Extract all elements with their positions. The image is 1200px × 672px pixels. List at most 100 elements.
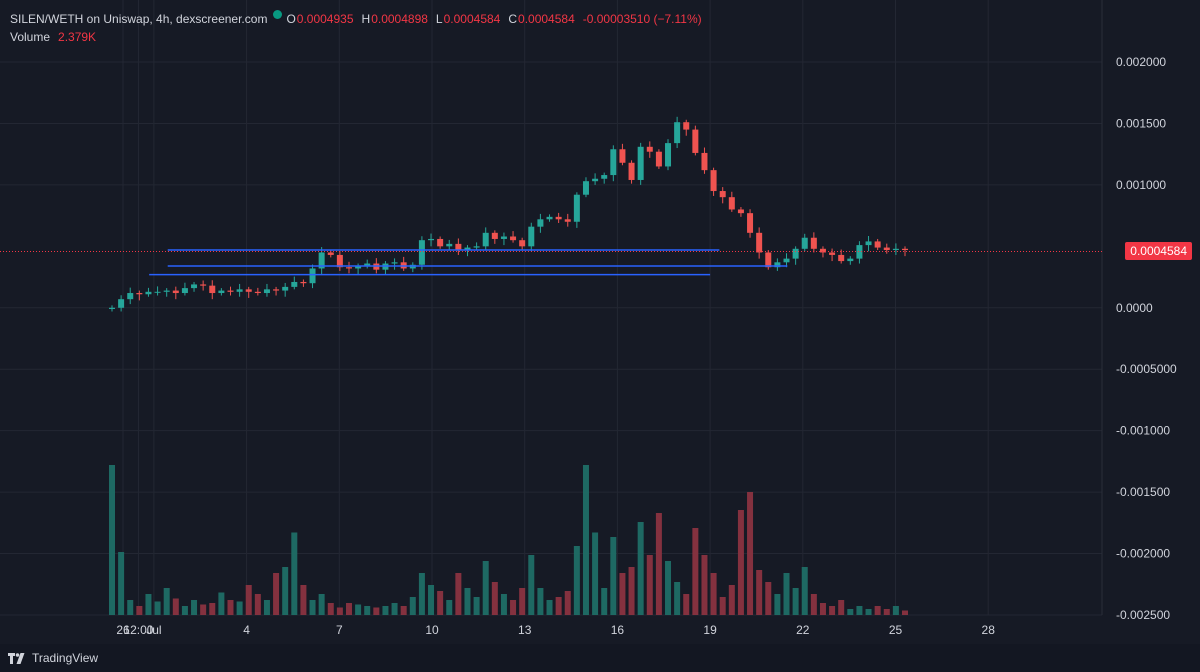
volume-bar	[883, 609, 890, 615]
volume-bar	[464, 588, 471, 615]
volume-bar	[109, 465, 115, 615]
candle-body	[227, 290, 234, 292]
candle-body	[810, 237, 817, 249]
volume-bar	[765, 582, 772, 615]
volume-histogram	[109, 465, 908, 615]
time-tick-label: 4	[243, 623, 250, 637]
footer-bar: TradingView	[0, 644, 1200, 672]
volume-bar	[737, 510, 744, 615]
price-tick-label: -0.001000	[1116, 424, 1170, 438]
close-label: C	[508, 12, 518, 26]
volume-bar	[564, 591, 571, 615]
volume-bar	[263, 600, 270, 615]
candle-body	[364, 263, 371, 266]
volume-bar	[655, 513, 662, 615]
volume-bar	[473, 597, 480, 615]
volume-bar	[756, 570, 763, 615]
candle-body	[902, 248, 908, 251]
candle-body	[737, 209, 744, 214]
high-value: 0.0004898	[371, 12, 428, 26]
candle-body	[154, 291, 161, 293]
time-tick-label: 10	[425, 623, 439, 637]
volume-bar	[318, 594, 325, 615]
volume-bar	[619, 573, 626, 615]
candle-body	[892, 248, 899, 251]
candle-body	[127, 293, 134, 300]
candle-body	[245, 289, 252, 292]
volume-bar	[391, 603, 398, 615]
candle-body	[510, 236, 517, 241]
candle-body	[282, 286, 289, 291]
candle-body	[318, 252, 325, 269]
price-tick-label: -0.0005000	[1116, 362, 1177, 376]
candle-body	[446, 243, 453, 247]
time-tick-label: 7	[336, 623, 343, 637]
volume-bar	[136, 606, 143, 615]
volume-bar	[163, 588, 170, 615]
candle-body	[254, 291, 261, 294]
volume-bar	[118, 552, 125, 615]
volume-bar	[856, 606, 863, 615]
volume-bar	[573, 546, 580, 615]
price-tick-label: -0.001500	[1116, 485, 1170, 499]
volume-value: 2.379K	[58, 30, 97, 44]
candle-body	[847, 258, 854, 262]
volume-bar	[181, 606, 188, 615]
candle-body	[728, 197, 735, 210]
candle-body	[665, 143, 672, 167]
volume-bar	[829, 606, 836, 615]
candle-body	[519, 240, 526, 247]
volume-bar	[519, 588, 526, 615]
candle-body	[355, 265, 362, 269]
brand-name: TradingView	[32, 651, 99, 665]
tradingview-brand[interactable]: TradingView	[8, 651, 98, 665]
volume-bar	[783, 573, 790, 615]
time-tick-label: 25	[889, 623, 903, 637]
time-tick-label: 28	[982, 623, 996, 637]
candle-body	[473, 246, 480, 248]
candle-body	[646, 146, 653, 152]
candle-body	[327, 252, 334, 255]
price-tick-label: 0.001000	[1116, 178, 1166, 192]
volume-bar	[819, 603, 826, 615]
volume-bar	[428, 585, 435, 615]
volume-bar	[309, 600, 316, 615]
volume-bar	[482, 561, 489, 615]
candle-body	[674, 122, 681, 144]
candle-body	[573, 194, 580, 222]
volume-bar	[546, 600, 553, 615]
candlestick-chart[interactable]: 0.002000 0.001500 0.001000 0.0000 -0.0005000…	[0, 0, 1200, 644]
candle-body	[482, 232, 489, 247]
volume-bar	[291, 532, 298, 615]
price-axis[interactable]: 0.002000 0.001500 0.001000 0.0000 -0.0005000…	[1116, 55, 1177, 622]
candle-body	[865, 241, 872, 246]
volume-bar	[601, 588, 608, 615]
pair-title[interactable]: SILEN/WETH on Uniswap, 4h, dexscreener.c…	[10, 12, 268, 26]
volume-bar	[555, 597, 562, 615]
tradingview-logo-icon	[8, 652, 25, 664]
volume-bar	[336, 607, 343, 615]
volume-bar	[865, 609, 872, 615]
support-lines[interactable]	[149, 249, 788, 276]
volume-bar	[455, 573, 462, 615]
volume-bar	[528, 555, 535, 615]
candle-body	[883, 247, 890, 251]
volume-bar	[747, 492, 754, 615]
low-value: 0.0004584	[443, 12, 501, 26]
price-tick-label: -0.002500	[1116, 608, 1170, 622]
volume-bar	[500, 594, 507, 615]
time-tick-label: Jul	[146, 623, 161, 637]
volume-bar	[719, 597, 726, 615]
volume-bar	[345, 603, 352, 615]
candle-body	[336, 254, 343, 268]
candle-body	[428, 238, 435, 241]
candle-body	[829, 252, 836, 255]
time-tick-label: 12:00	[123, 623, 153, 637]
volume-bar	[218, 592, 225, 615]
volume-bar	[127, 600, 134, 615]
candle-body	[637, 146, 644, 180]
volume-bar	[382, 606, 389, 615]
volume-bar	[874, 606, 881, 615]
volume-bar	[838, 600, 845, 615]
